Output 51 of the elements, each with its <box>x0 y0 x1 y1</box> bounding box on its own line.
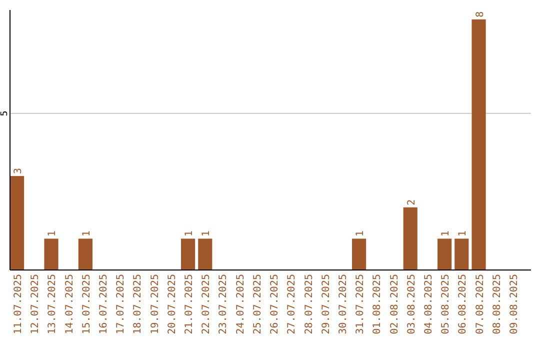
data-label: 1 <box>355 230 366 237</box>
x-tick-label: 24.07.2025 <box>235 274 246 334</box>
x-tick-label: 12.07.2025 <box>30 274 42 334</box>
x-tick-label: 14.07.2025 <box>64 274 76 334</box>
x-tick-label: 27.07.2025 <box>286 274 298 334</box>
x-tick-label: 18.07.2025 <box>132 274 144 334</box>
bar <box>438 238 452 270</box>
x-tick-label: 15.07.2025 <box>81 274 92 334</box>
x-tick-label: 02.08.2025 <box>389 274 400 334</box>
x-tick-label: 29.07.2025 <box>320 274 332 334</box>
x-tick-label: 03.08.2025 <box>406 274 418 334</box>
x-tick-label: 04.08.2025 <box>423 274 434 334</box>
x-tick-label: 28.07.2025 <box>304 274 315 334</box>
x-tick-label: 08.08.2025 <box>492 274 503 334</box>
x-tick-label: 20.07.2025 <box>166 274 178 334</box>
x-tick-label: 22.07.2025 <box>201 274 212 334</box>
x-tick-label: 05.08.2025 <box>440 274 452 334</box>
bar <box>181 238 196 270</box>
x-tick-label: 13.07.2025 <box>47 274 58 334</box>
x-tick-label: 17.07.2025 <box>116 274 127 334</box>
data-label: 1 <box>47 230 58 237</box>
data-label: 1 <box>458 230 469 237</box>
x-tick-label: 19.07.2025 <box>150 274 161 334</box>
x-tick-label: 31.07.2025 <box>355 274 366 334</box>
bar <box>44 238 58 270</box>
bar <box>352 238 366 270</box>
x-tick-label: 30.07.2025 <box>338 274 349 334</box>
x-tick-label: 25.07.2025 <box>252 274 264 334</box>
data-label: 1 <box>440 230 452 237</box>
x-tick-label: 21.07.2025 <box>184 274 196 334</box>
data-label: 1 <box>81 230 92 237</box>
x-tick-label: 07.08.2025 <box>474 274 486 334</box>
data-label: 8 <box>474 11 486 18</box>
x-tick-label: 26.07.2025 <box>270 274 281 334</box>
data-label: 3 <box>13 168 24 174</box>
bar <box>78 238 92 270</box>
x-tick-label: 16.07.2025 <box>98 274 110 334</box>
x-tick-label: 06.08.2025 <box>458 274 469 334</box>
bar <box>454 238 469 270</box>
bar <box>472 19 486 270</box>
x-tick-label: 23.07.2025 <box>218 274 230 334</box>
y-tick-label: 5 <box>0 110 10 116</box>
x-tick-label: 11.07.2025 <box>13 274 24 334</box>
bar <box>403 207 418 270</box>
x-tick-label: 09.08.2025 <box>508 274 520 334</box>
data-label: 1 <box>184 230 196 237</box>
bar <box>10 176 24 270</box>
x-tick-label: 01.08.2025 <box>372 274 384 334</box>
data-label: 1 <box>201 230 212 237</box>
data-label: 2 <box>406 199 418 206</box>
bar <box>198 238 212 270</box>
